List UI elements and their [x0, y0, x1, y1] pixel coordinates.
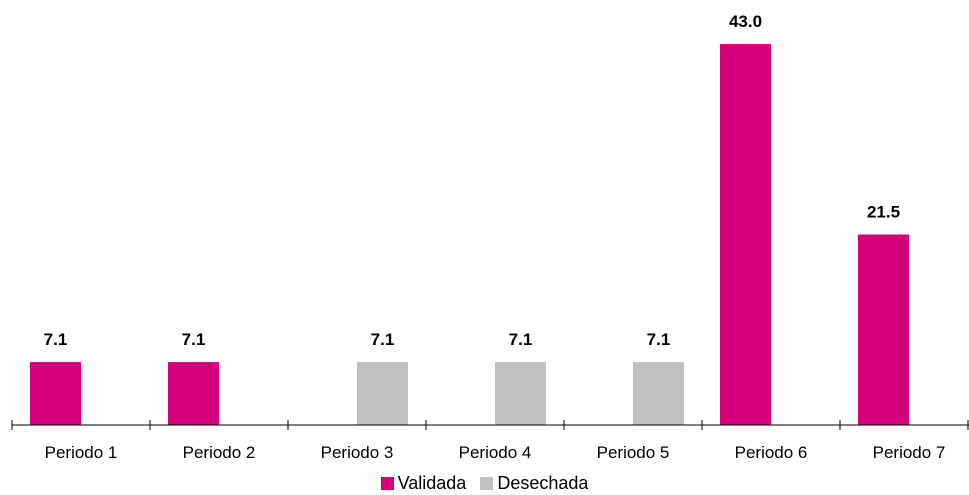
legend-item-validada: Validada [380, 472, 467, 494]
x-tick-label-periodo-1: Periodo 1 [45, 443, 118, 462]
bar-periodo-6 [720, 44, 771, 425]
bar-periodo-7 [858, 234, 909, 425]
legend-label-desechada: Desechada [497, 472, 589, 493]
data-label-periodo-6: 43.0 [729, 12, 762, 31]
legend-swatch-desechada [480, 476, 494, 490]
data-label-periodo-4: 7.1 [509, 330, 533, 349]
data-label-periodo-3: 7.1 [371, 330, 395, 349]
x-tick-label-periodo-6: Periodo 6 [735, 443, 808, 462]
data-label-periodo-2: 7.1 [182, 330, 206, 349]
x-tick-label-periodo-2: Periodo 2 [183, 443, 256, 462]
bar-periodo-2 [168, 362, 219, 425]
bar-periodo-3 [357, 362, 408, 425]
data-label-periodo-7: 21.5 [867, 203, 900, 222]
x-tick-label-periodo-3: Periodo 3 [321, 443, 394, 462]
data-label-periodo-5: 7.1 [647, 330, 671, 349]
bars-layer [30, 44, 909, 425]
legend: Validada Desechada [0, 471, 969, 495]
x-axis [11, 420, 969, 430]
legend-label-validada: Validada [397, 472, 467, 493]
value-labels-layer: 7.1 7.1 7.1 7.1 7.1 43.0 21.5 [44, 12, 900, 349]
x-tick-label-periodo-4: Periodo 4 [459, 443, 532, 462]
x-tick-label-periodo-7: Periodo 7 [873, 443, 946, 462]
legend-item-desechada: Desechada [480, 473, 588, 494]
data-label-periodo-1: 7.1 [44, 330, 68, 349]
bar-periodo-4 [495, 362, 546, 425]
bar-periodo-5 [633, 362, 684, 425]
chart-plot: 7.1 7.1 7.1 7.1 7.143.021.5 Periodo 1 Periodo… [11, 12, 969, 462]
legend-swatch-validada [380, 476, 394, 490]
bar-periodo-1 [30, 362, 81, 425]
x-tick-labels: Periodo 1 Periodo 2 Periodo 3 Periodo 4 Peri… [45, 443, 946, 462]
x-tick-label-periodo-5: Periodo 5 [597, 443, 670, 462]
